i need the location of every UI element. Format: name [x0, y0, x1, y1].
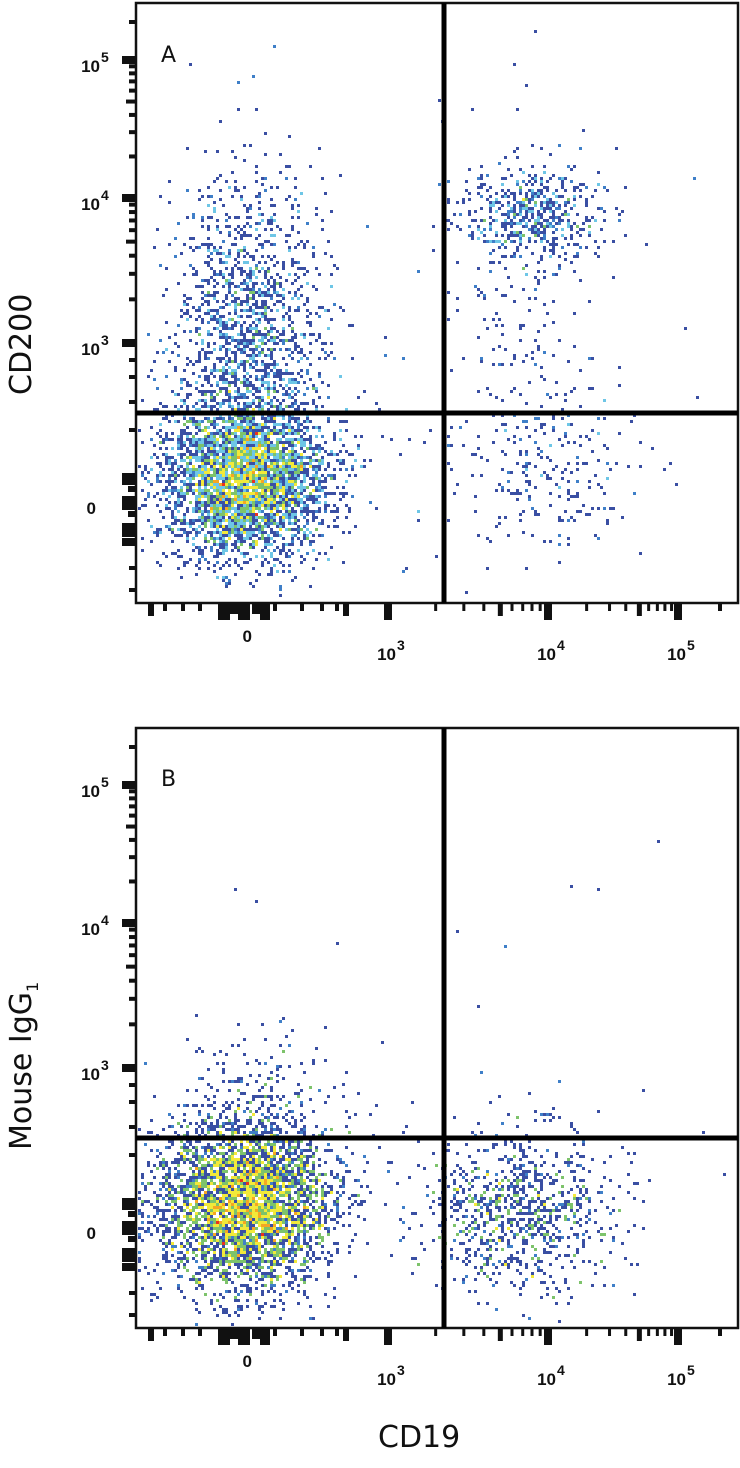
svg-text:10: 10	[377, 645, 396, 664]
panel-a-plot: A 10 510 410 30 10 3 10 4 10 50	[81, 1, 740, 664]
svg-text:0: 0	[87, 499, 96, 518]
svg-text:3: 3	[397, 637, 405, 653]
svg-text:10: 10	[81, 340, 100, 359]
svg-text:10: 10	[81, 195, 100, 214]
panel-a-frame	[134, 1, 740, 605]
panel-b-y-axis: 10 510 410 30	[81, 745, 136, 1317]
panel-a-y-axis: 10 510 410 30	[81, 20, 136, 592]
panel-b-y-axis-label-text: Mouse IgG	[4, 991, 39, 1150]
panel-b-letter: B	[161, 767, 176, 792]
panel-b-events	[138, 840, 726, 1326]
panel-b-y-axis-label-subscript: 1	[23, 981, 42, 992]
panel-a-letter: A	[161, 43, 176, 68]
svg-text:4: 4	[101, 187, 109, 203]
panel-a-x-axis: 10 3 10 4 10 50	[148, 604, 722, 664]
panel-b-y-axis-label: Mouse IgG1	[4, 982, 42, 1150]
x-axis-label: CD19	[378, 1420, 460, 1455]
panel-b-x-axis: 10 3 10 4 10 50	[148, 1329, 722, 1389]
svg-text:3: 3	[101, 332, 109, 348]
svg-text:10: 10	[537, 645, 556, 664]
svg-text:5: 5	[687, 637, 695, 653]
svg-text:4: 4	[557, 637, 565, 653]
x-axis-label-text: CD19	[378, 1420, 461, 1455]
svg-text:5: 5	[101, 49, 109, 65]
svg-text:10: 10	[667, 645, 686, 664]
panel-b-frame	[134, 726, 740, 1330]
panel-a-events	[138, 30, 699, 597]
svg-text:0: 0	[243, 627, 252, 646]
svg-text:10: 10	[81, 57, 100, 76]
